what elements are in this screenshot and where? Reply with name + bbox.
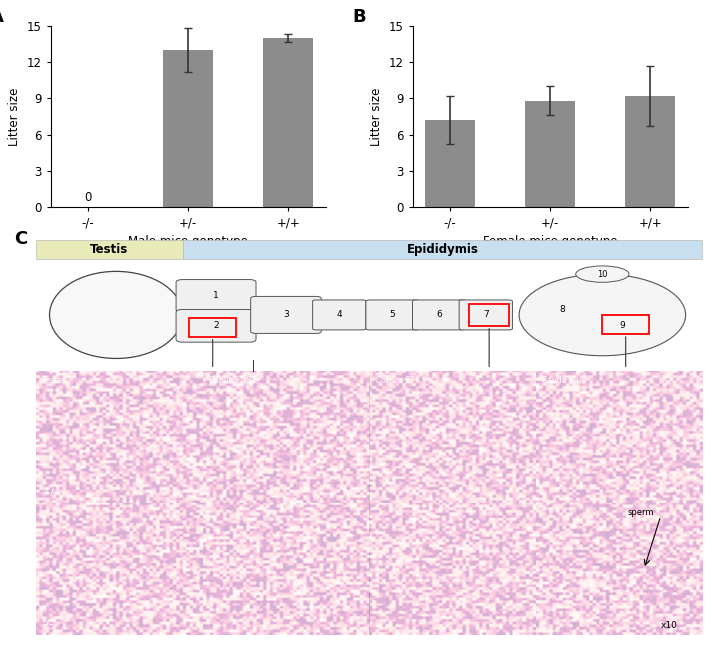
Text: C: C bbox=[14, 230, 28, 248]
FancyBboxPatch shape bbox=[176, 279, 256, 312]
Bar bbox=[264, 38, 313, 207]
Y-axis label: Litter size: Litter size bbox=[370, 87, 383, 146]
Bar bbox=[163, 50, 214, 207]
FancyBboxPatch shape bbox=[251, 296, 321, 334]
Text: Testis: Testis bbox=[90, 243, 129, 256]
Bar bbox=[626, 96, 675, 207]
Text: 5: 5 bbox=[390, 310, 395, 319]
Text: 7: 7 bbox=[483, 310, 489, 319]
X-axis label: Female mice genotype: Female mice genotype bbox=[483, 235, 618, 248]
Text: 9: 9 bbox=[620, 321, 626, 330]
FancyBboxPatch shape bbox=[313, 300, 366, 330]
FancyBboxPatch shape bbox=[176, 310, 256, 342]
Ellipse shape bbox=[49, 272, 182, 358]
Text: Cauda S9: Cauda S9 bbox=[542, 376, 579, 385]
Text: sperm: sperm bbox=[627, 508, 654, 517]
Text: Caput S1/S2: Caput S1/S2 bbox=[209, 376, 256, 385]
Text: 2: 2 bbox=[214, 321, 219, 330]
Text: Testes: Testes bbox=[43, 376, 67, 385]
FancyBboxPatch shape bbox=[413, 300, 466, 330]
Ellipse shape bbox=[519, 274, 686, 356]
Text: Corpus S7: Corpus S7 bbox=[376, 376, 415, 385]
Text: 6: 6 bbox=[437, 310, 442, 319]
Text: -/-: -/- bbox=[43, 619, 54, 629]
FancyBboxPatch shape bbox=[366, 300, 419, 330]
Text: 10: 10 bbox=[597, 270, 607, 279]
Bar bbox=[525, 101, 576, 207]
Bar bbox=[425, 121, 475, 207]
Bar bbox=[602, 315, 649, 334]
Text: A: A bbox=[0, 8, 4, 26]
Text: 8: 8 bbox=[560, 305, 565, 314]
Text: 3: 3 bbox=[283, 310, 289, 319]
Ellipse shape bbox=[576, 266, 629, 283]
FancyBboxPatch shape bbox=[459, 300, 513, 330]
Text: +/+: +/+ bbox=[43, 487, 62, 496]
X-axis label: Male mice genotype: Male mice genotype bbox=[128, 235, 248, 248]
Y-axis label: Litter size: Litter size bbox=[8, 87, 21, 146]
Bar bbox=[190, 318, 236, 337]
Text: 0: 0 bbox=[85, 191, 92, 204]
Bar bbox=[469, 304, 509, 326]
Text: 4: 4 bbox=[337, 310, 342, 319]
Text: Epididymis: Epididymis bbox=[407, 243, 479, 256]
Text: 1: 1 bbox=[213, 292, 219, 301]
Text: B: B bbox=[352, 8, 366, 26]
Text: x10: x10 bbox=[660, 621, 678, 630]
